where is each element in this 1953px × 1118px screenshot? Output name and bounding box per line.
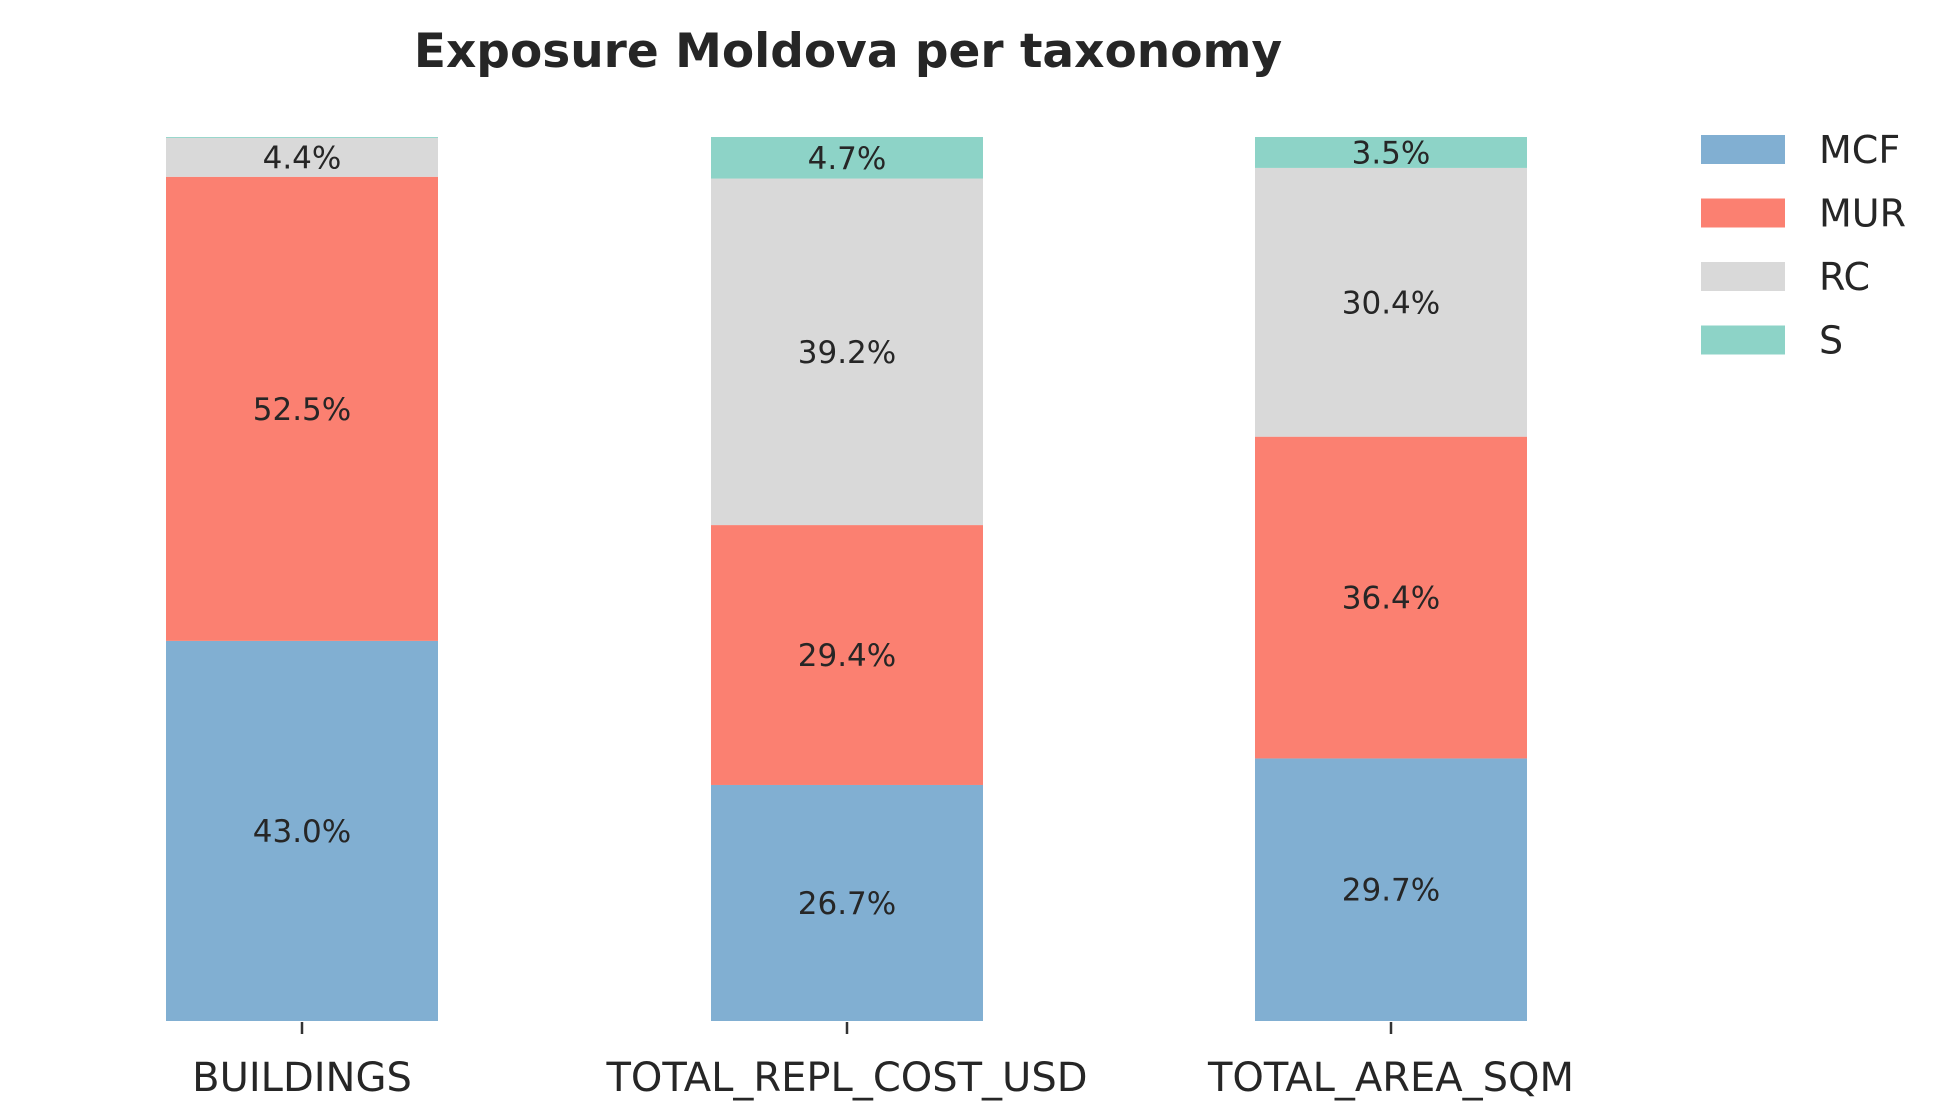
bar-s-total_repl_cost_usd xyxy=(711,137,983,179)
x-tick-label: BUILDINGS xyxy=(192,1055,412,1101)
legend-label: S xyxy=(1819,319,1843,363)
data-label-mur-buildings: 52.5% xyxy=(253,392,351,428)
legend-item-mur: MUR xyxy=(1701,192,1906,236)
legend-label: RC xyxy=(1819,255,1870,299)
bar-mcf-buildings xyxy=(166,640,438,1021)
bars-layer xyxy=(166,137,1527,1021)
x-tick-label: TOTAL_AREA_SQM xyxy=(1207,1055,1574,1101)
x-tick-label: TOTAL_REPL_COST_USD xyxy=(605,1055,1087,1101)
legend-swatch xyxy=(1701,262,1785,291)
data-label-mcf-buildings: 43.0% xyxy=(253,814,351,850)
data-label-rc-buildings: 4.4% xyxy=(263,140,342,176)
legend-item-rc: RC xyxy=(1701,255,1870,299)
bar-mur-total_area_sqm xyxy=(1255,436,1527,759)
data-labels-layer: 43.0% 52.5% 4.4% 26.7% 29.4% 39.2% 4.7% 29.7% 36… xyxy=(253,135,1440,922)
legend-item-s: S xyxy=(1701,319,1843,363)
data-label-s-total_repl_cost_usd: 4.7% xyxy=(808,141,887,177)
x-axis: BUILDINGS TOTAL_REPL_COST_USD TOTAL_AREA_S… xyxy=(192,1022,1574,1101)
legend-swatch xyxy=(1701,325,1785,355)
bar-s-buildings xyxy=(166,137,438,138)
bar-mur-buildings xyxy=(166,176,438,641)
bar-mcf-total_area_sqm xyxy=(1255,758,1527,1021)
data-label-s-total_area_sqm: 3.5% xyxy=(1352,135,1431,171)
data-label-mcf-total_repl_cost_usd: 26.7% xyxy=(798,886,896,922)
bar-rc-total_repl_cost_usd xyxy=(711,178,983,526)
legend: MCF MUR RC S xyxy=(1701,128,1906,363)
data-label-mcf-total_area_sqm: 29.7% xyxy=(1342,873,1440,909)
legend-item-mcf: MCF xyxy=(1701,128,1900,172)
data-label-mur-total_area_sqm: 36.4% xyxy=(1342,581,1440,617)
data-label-rc-total_repl_cost_usd: 39.2% xyxy=(798,335,896,371)
bar-s-total_area_sqm xyxy=(1255,137,1527,168)
legend-swatch xyxy=(1701,198,1785,228)
legend-swatch xyxy=(1701,135,1785,164)
chart-title: Exposure Moldova per taxonomy xyxy=(414,24,1282,79)
bar-rc-total_area_sqm xyxy=(1255,167,1527,437)
data-label-mur-total_repl_cost_usd: 29.4% xyxy=(798,638,896,674)
data-label-rc-total_area_sqm: 30.4% xyxy=(1342,285,1440,321)
bar-rc-buildings xyxy=(166,137,438,177)
bar-mcf-total_repl_cost_usd xyxy=(711,784,983,1021)
legend-label: MUR xyxy=(1819,192,1906,236)
bar-mur-total_repl_cost_usd xyxy=(711,525,983,785)
legend-label: MCF xyxy=(1819,128,1900,172)
